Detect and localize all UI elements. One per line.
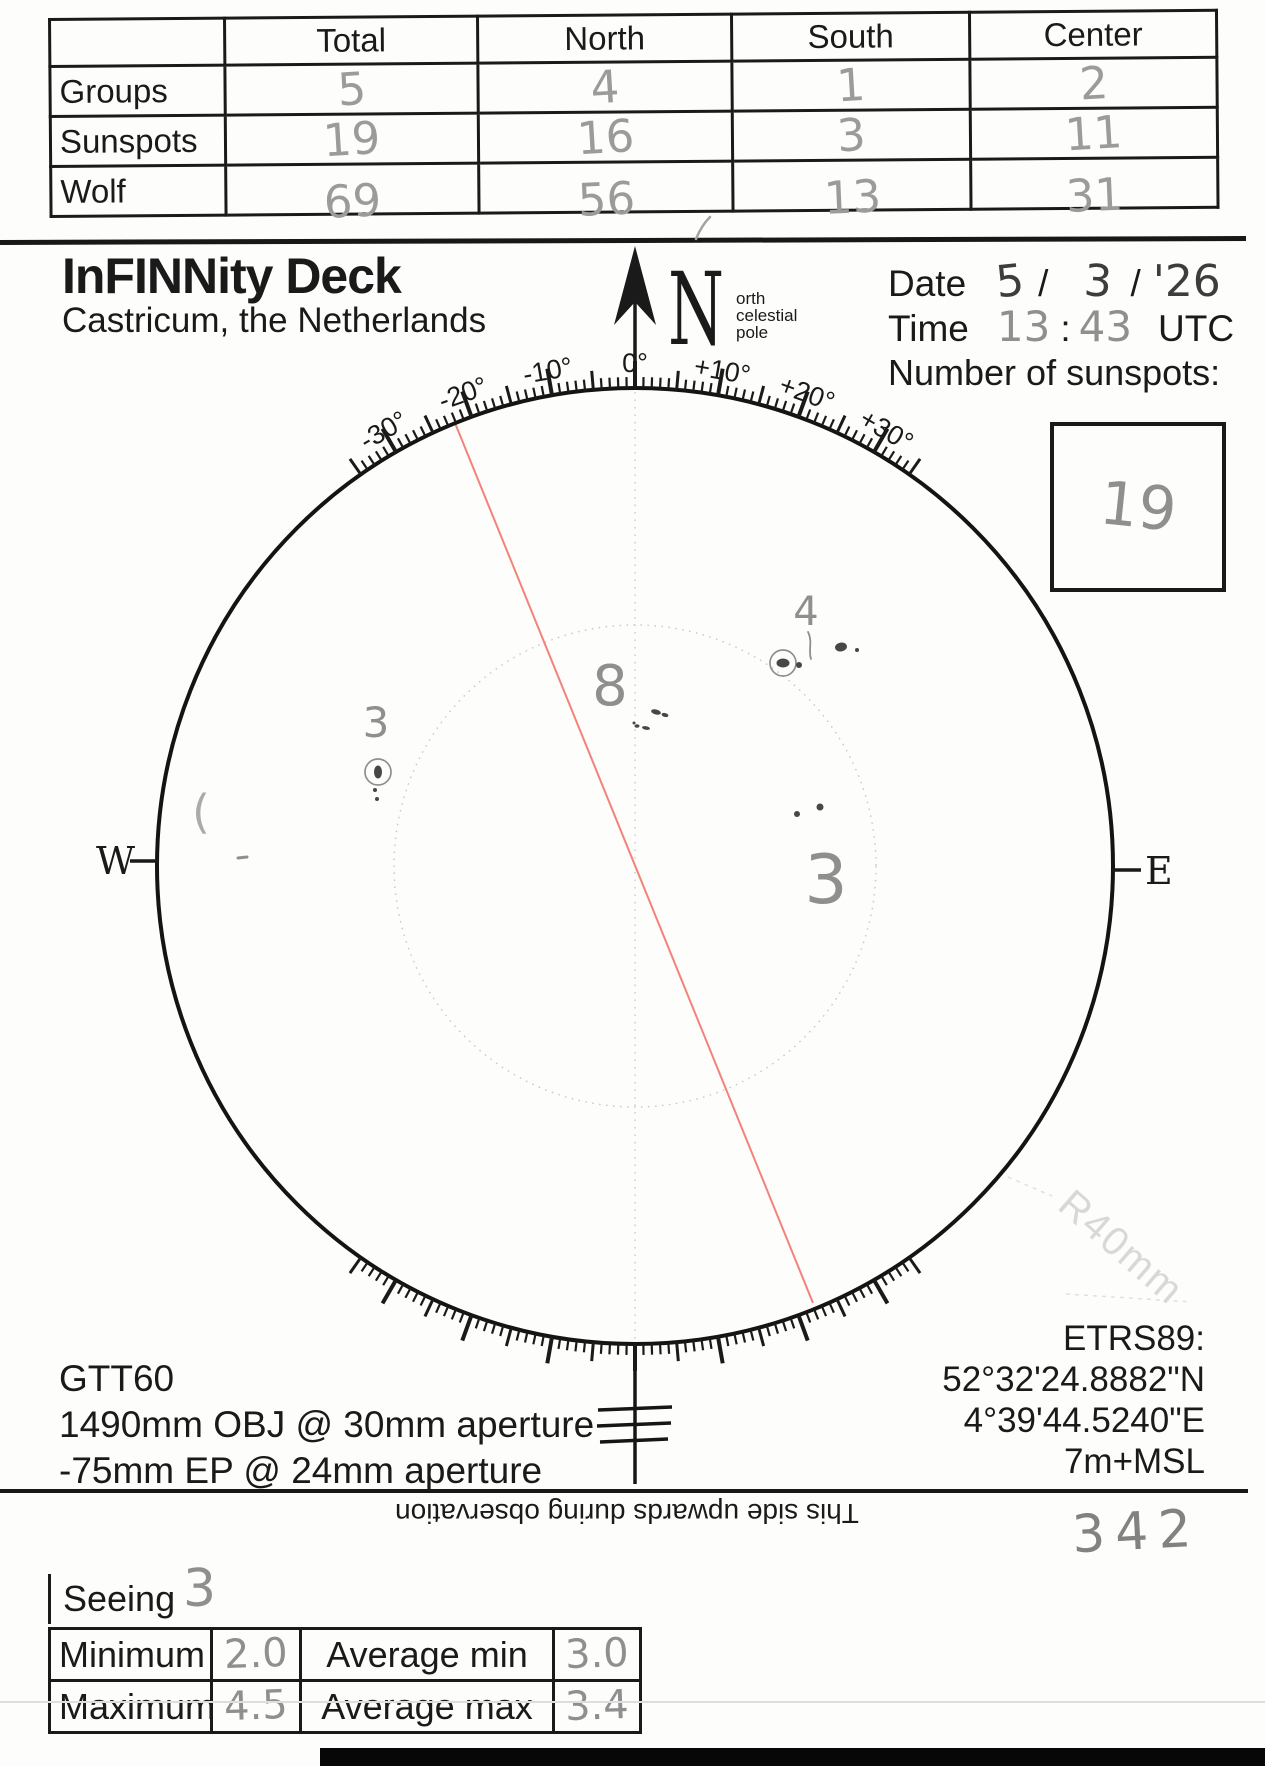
- west-label: W: [96, 839, 135, 883]
- sunspot-dot: [796, 662, 802, 668]
- equipment-line3: -75mm EP @ 24mm aperture: [59, 1450, 543, 1491]
- sunspot: [651, 709, 661, 715]
- date-separator: /: [1130, 263, 1141, 304]
- sunspot: [661, 712, 669, 718]
- seeing-value-handwritten: 3: [183, 1559, 217, 1619]
- time-colon: :: [1060, 308, 1071, 349]
- flip-note-upside-down: This side upwards during observation: [395, 1498, 859, 1529]
- sunspot: [634, 724, 640, 728]
- time-label: Time: [888, 308, 969, 349]
- seeing-label: Seeing: [63, 1578, 176, 1619]
- radius-watermark: R40mm: [1050, 1182, 1192, 1314]
- location-elevation: 7m+MSL: [1063, 1442, 1205, 1481]
- sunspot: [835, 642, 847, 652]
- average-min-value-cell: 3.0: [552, 1627, 642, 1682]
- sunspot-umbra: [374, 765, 382, 779]
- north-arrow-icon: [614, 246, 656, 325]
- pencil-stroke: [236, 855, 249, 860]
- handwritten-value: 3.4: [564, 1681, 630, 1730]
- pencil-label: 8: [592, 654, 628, 719]
- sunspot-dot: [373, 788, 377, 792]
- time-hours-handwritten: 13: [996, 302, 1051, 351]
- date-year-handwritten: '26: [1152, 256, 1221, 307]
- date-row: Date 5 / 3 / '26: [888, 255, 1221, 309]
- sunspot-umbra: [776, 658, 790, 668]
- north-letter: N: [668, 251, 724, 368]
- equipment-block: GTT60 1490mm OBJ @ 30mm aperture -75mm E…: [59, 1356, 594, 1494]
- horizontal-rule-bottom: [0, 1489, 1248, 1493]
- north-caption-line3: pole: [736, 323, 768, 342]
- sunspot-penumbra: [769, 649, 797, 677]
- scan-edge-black-bar: [320, 1748, 1265, 1766]
- utc-label: UTC: [1158, 308, 1235, 349]
- north-caption-line1: orth: [736, 289, 765, 308]
- maximum-label: Maximum: [48, 1679, 215, 1734]
- location-block: ETRS89: 52°32'24.8882"N 4°39'44.5240"E 7…: [800, 1318, 1205, 1482]
- average-max-value-cell: 3.4: [552, 1679, 642, 1734]
- page-number-handwritten: 342: [1070, 1498, 1203, 1566]
- equipment-line2: 1490mm OBJ @ 30mm aperture: [59, 1404, 595, 1445]
- handwritten-value: 3.0: [564, 1629, 630, 1678]
- date-separator: /: [1038, 263, 1049, 304]
- table-row: Maximum 4.5 Average max 3.4: [48, 1679, 642, 1734]
- faint-artifact-line: [1065, 1293, 1193, 1303]
- page-title: InFINNity Deck: [62, 248, 402, 304]
- degree-scale-labels: -30°-20°-10° 0° +10° +20°+30°: [354, 348, 918, 458]
- pencil-label: 4: [793, 589, 818, 635]
- east-label: E: [1145, 849, 1173, 893]
- north-caption-line2: celestial: [736, 306, 797, 325]
- sunspot-dot: [375, 797, 379, 801]
- page-subtitle: Castricum, the Netherlands: [62, 301, 487, 340]
- time-minutes-handwritten: 43: [1078, 302, 1133, 351]
- equipment-line1: GTT60: [59, 1358, 175, 1399]
- seeing-table: Minimum 2.0 Average min 3.0 Maximum 4.5 …: [48, 1627, 642, 1734]
- degree-label: -20°: [434, 371, 491, 416]
- handwritten-value: 4.5: [223, 1681, 289, 1730]
- degree-label: +20°: [775, 370, 838, 418]
- pencil-label: (: [192, 785, 210, 839]
- sunspot: [642, 726, 650, 730]
- sunspot-dot: [816, 803, 824, 811]
- pencil-label: 3: [363, 698, 390, 747]
- seeing-row: Seeing: [48, 1574, 175, 1624]
- sunspot-penumbra: [364, 758, 392, 786]
- table-row: Minimum 2.0 Average min 3.0: [48, 1627, 642, 1682]
- pencil-marks-layer: 8 4 3 (3: [192, 215, 859, 920]
- minimum-value-cell: 2.0: [210, 1627, 302, 1682]
- location-datum: ETRS89:: [1063, 1319, 1205, 1358]
- maximum-value-cell: 4.5: [210, 1679, 302, 1734]
- scan-artifact-line: [0, 1701, 1265, 1703]
- degree-label: 0°: [622, 348, 648, 378]
- faint-artifact-line: [1007, 1176, 1053, 1197]
- degree-label: +10°: [692, 351, 753, 390]
- sunspot-count-box: 19: [1050, 422, 1226, 592]
- pencil-stroke: [807, 631, 812, 660]
- average-max-label: Average max: [299, 1679, 555, 1734]
- sunspot-count-label: Number of sunspots:: [888, 352, 1221, 393]
- handwritten-value: 2.0: [223, 1629, 289, 1678]
- average-min-label: Average min: [299, 1627, 555, 1682]
- date-label: Date: [888, 263, 967, 304]
- sunspot-dot: [855, 648, 859, 652]
- degree-tick-band: [348, 361, 922, 1371]
- location-latitude: 52°32'24.8882"N: [942, 1360, 1205, 1399]
- position-angle-red-line: [454, 422, 814, 1304]
- time-row: Time 13 : 43 UTC: [888, 306, 1234, 350]
- sunspot-dot: [794, 811, 800, 817]
- pencil-stroke: [694, 215, 712, 241]
- location-longitude: 4°39'44.5240"E: [963, 1401, 1205, 1440]
- sunspot-dot: [632, 721, 636, 725]
- pencil-label: 3: [804, 841, 847, 920]
- minimum-label: Minimum: [48, 1627, 213, 1682]
